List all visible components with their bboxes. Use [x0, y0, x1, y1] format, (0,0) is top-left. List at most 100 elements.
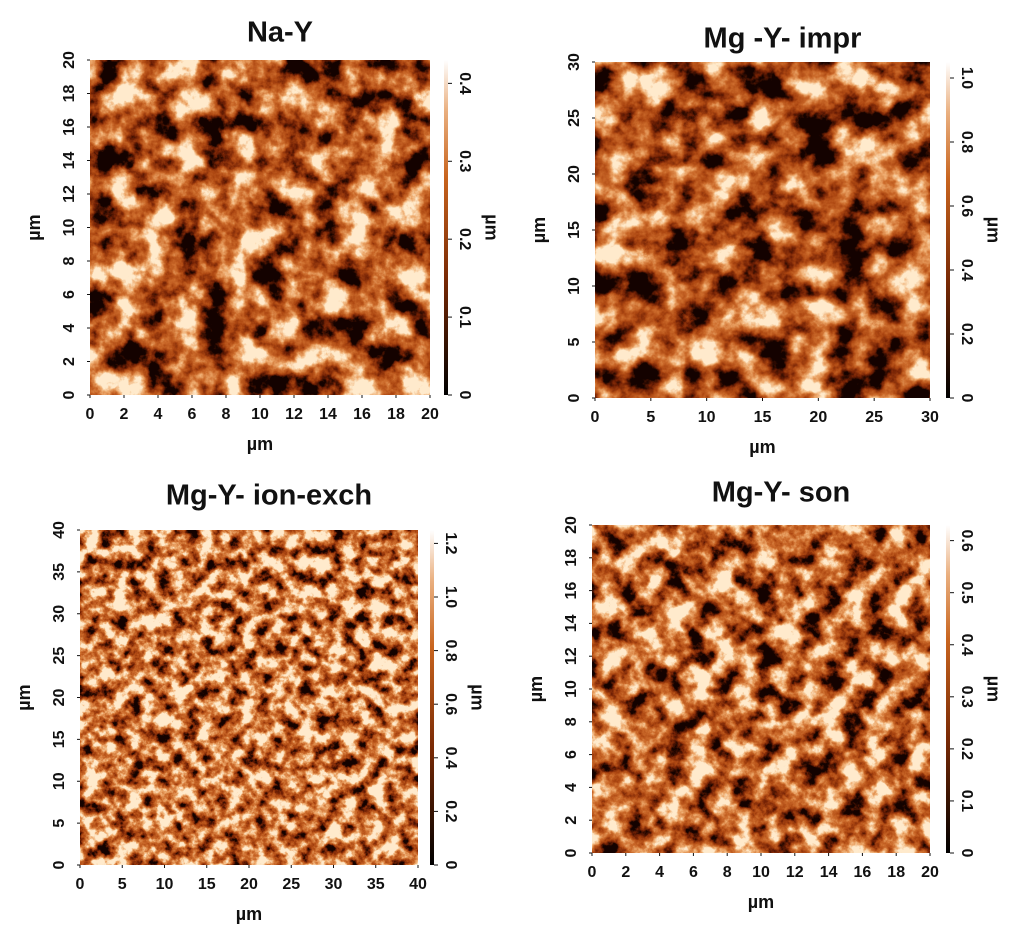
x-tick-label: 25: [865, 409, 883, 426]
y-tick-label: 15: [51, 730, 68, 748]
colorbar-label: µm: [481, 214, 501, 240]
y-tick-label: 4: [563, 783, 580, 792]
y-tick-label: 0: [51, 860, 68, 869]
x-tick-label: 10: [156, 876, 174, 893]
x-tick-label: 20: [809, 409, 827, 426]
x-tick-label: 25: [282, 876, 300, 893]
colorbar-tick-label: 0.2: [442, 800, 459, 822]
x-tick-label: 15: [754, 409, 772, 426]
x-tick-label: 14: [319, 406, 337, 423]
y-tick-label: 30: [566, 53, 583, 71]
x-tick-label: 6: [188, 406, 197, 423]
colorbar-tick-label: 1.2: [442, 532, 459, 554]
colorbar-label: µm: [983, 217, 1003, 243]
afm-image: [592, 525, 930, 853]
x-tick-label: 20: [240, 876, 258, 893]
x-tick-label: 20: [421, 406, 439, 423]
x-tick-label: 5: [118, 876, 127, 893]
panel-title: Mg-Y- ion-exch: [166, 480, 372, 512]
x-tick-label: 4: [655, 864, 664, 881]
x-axis-label: µm: [236, 904, 262, 924]
x-tick-label: 40: [409, 876, 427, 893]
y-tick-label: 20: [566, 165, 583, 183]
colorbar-tick-label: 0.4: [442, 747, 459, 769]
colorbar-tick-label: 0.5: [958, 582, 975, 604]
colorbar-tick-label: 0.1: [456, 306, 473, 328]
y-tick-label: 30: [51, 605, 68, 623]
colorbar-tick-label: 0.6: [958, 529, 975, 551]
x-tick-label: 8: [222, 406, 231, 423]
colorbar-tick-label: 1.0: [442, 586, 459, 608]
x-tick-label: 16: [854, 864, 872, 881]
y-tick-label: 5: [566, 337, 583, 346]
x-tick-label: 0: [588, 864, 597, 881]
colorbar-tick-label: 0: [456, 391, 473, 400]
panel: Na-Y 0 2 4 6 8 10 12 14 16 18 20 µm 0 2 4 6 8 10 12 14 16 18 20…: [24, 17, 502, 454]
x-tick-label: 0: [591, 409, 600, 426]
y-tick-label: 35: [51, 563, 68, 581]
colorbar-tick-label: 0.4: [958, 259, 975, 281]
y-tick-label: 20: [61, 51, 78, 69]
x-tick-label: 16: [353, 406, 371, 423]
colorbar-tick-label: 0: [442, 861, 459, 870]
colorbar: [444, 60, 448, 395]
colorbar: [430, 530, 434, 865]
colorbar-tick-label: 0.1: [958, 790, 975, 812]
y-tick-label: 16: [563, 582, 580, 600]
colorbar-tick-label: 0.6: [958, 195, 975, 217]
afm-image: [90, 60, 430, 395]
y-tick-label: 20: [51, 689, 68, 707]
x-tick-label: 30: [325, 876, 343, 893]
panel-title: Mg-Y- son: [712, 477, 851, 509]
panel: Mg-Y- ion-exch 0 5 10 15 20 25 30 35 40 µm 0 5 10 15 20…: [14, 480, 488, 924]
y-tick-label: 25: [51, 647, 68, 665]
colorbar-tick-label: 0.2: [958, 738, 975, 760]
colorbar-tick-label: 0.8: [958, 131, 975, 153]
x-tick-label: 18: [387, 406, 405, 423]
y-tick-label: 10: [566, 277, 583, 295]
x-tick-label: 18: [887, 864, 905, 881]
y-tick-label: 16: [61, 118, 78, 136]
y-tick-label: 2: [61, 357, 78, 366]
x-axis-label: µm: [748, 892, 774, 912]
panel: Mg-Y- son 0 2 4 6 8 10 12 14 16 18 20 µm 0 2 4 6 8 10 12 14 1…: [526, 477, 1004, 912]
x-tick-label: 15: [198, 876, 216, 893]
y-tick-label: 8: [563, 717, 580, 726]
colorbar-tick-label: 0.3: [456, 150, 473, 172]
colorbar-tick-label: 1.0: [958, 67, 975, 89]
x-tick-label: 4: [154, 406, 163, 423]
x-axis-label: µm: [749, 437, 775, 457]
y-tick-label: 40: [51, 521, 68, 539]
colorbar-tick-label: 0: [958, 394, 975, 403]
colorbar-label: µm: [467, 684, 487, 710]
x-tick-label: 12: [285, 406, 303, 423]
x-tick-label: 30: [921, 409, 939, 426]
y-tick-label: 12: [61, 185, 78, 203]
x-tick-label: 20: [921, 864, 939, 881]
y-tick-label: 14: [61, 152, 78, 170]
y-tick-label: 20: [563, 516, 580, 534]
x-tick-label: 35: [367, 876, 385, 893]
y-tick-label: 6: [563, 750, 580, 759]
colorbar: [946, 62, 950, 398]
colorbar-tick-label: 0.2: [456, 228, 473, 250]
x-tick-label: 5: [646, 409, 655, 426]
y-tick-label: 0: [563, 848, 580, 857]
x-axis-label: µm: [247, 434, 273, 454]
x-tick-label: 14: [820, 864, 838, 881]
y-tick-label: 14: [563, 614, 580, 632]
y-tick-label: 10: [61, 219, 78, 237]
colorbar-tick-label: 0.6: [442, 693, 459, 715]
y-tick-label: 18: [563, 549, 580, 567]
x-tick-label: 10: [251, 406, 269, 423]
y-tick-label: 8: [61, 256, 78, 265]
colorbar-tick-label: 0.4: [456, 72, 473, 94]
y-tick-label: 15: [566, 221, 583, 239]
x-tick-label: 10: [698, 409, 716, 426]
y-tick-label: 4: [61, 323, 78, 332]
x-tick-label: 6: [689, 864, 698, 881]
y-axis-label: µm: [529, 217, 549, 243]
y-tick-label: 0: [566, 393, 583, 402]
x-tick-label: 0: [86, 406, 95, 423]
